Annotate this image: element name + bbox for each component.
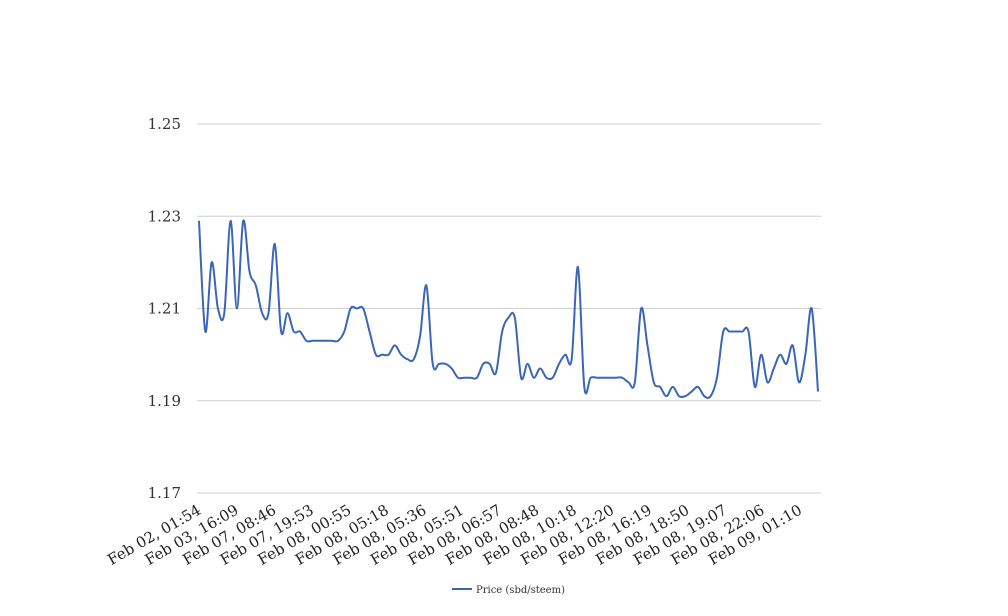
- legend-label: Price (sbd/steem): [476, 585, 565, 596]
- y-tick-label: 1.23: [148, 207, 181, 225]
- gridlines: [197, 123, 821, 494]
- y-tick-label: 1.21: [148, 300, 181, 318]
- y-tick-label: 1.19: [148, 392, 181, 410]
- y-axis-ticks: 1.25 1.23 1.21 1.19 1.17: [148, 115, 181, 502]
- legend: Price (sbd/steem): [452, 585, 565, 596]
- y-tick-label: 1.17: [148, 484, 181, 502]
- series-layer: [198, 219, 819, 399]
- series-line: [198, 219, 819, 399]
- y-tick-label: 1.25: [148, 115, 181, 133]
